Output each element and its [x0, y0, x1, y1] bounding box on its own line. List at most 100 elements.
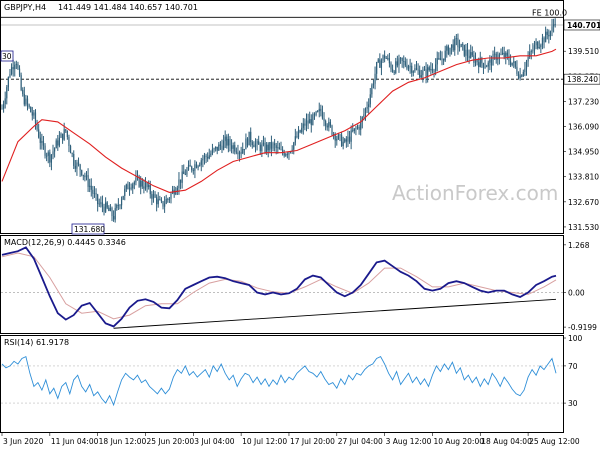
candle-body — [250, 131, 252, 143]
candle-body — [342, 141, 344, 147]
candle-body — [361, 117, 363, 122]
candle-body — [321, 111, 324, 119]
candle-body — [85, 175, 88, 178]
candle-body — [315, 111, 317, 115]
rsi-line — [1, 355, 557, 407]
candle-body — [530, 51, 532, 52]
candle-body — [106, 202, 108, 208]
low-label: 131.680 — [74, 225, 105, 234]
candle-body — [431, 68, 434, 71]
candle-body — [447, 46, 449, 54]
candle-body — [143, 186, 145, 189]
candle-body — [288, 152, 290, 155]
candle-body — [183, 171, 185, 174]
candle-body — [532, 50, 534, 52]
candle-body — [345, 139, 347, 142]
candle-body — [36, 123, 38, 130]
candle-body — [399, 57, 402, 59]
candle-body — [240, 152, 242, 154]
candle-body — [44, 145, 46, 156]
x-axis-label: 18 Jun 12:00 — [99, 437, 147, 446]
candle-body — [379, 59, 381, 68]
candle-body — [331, 125, 333, 135]
candle-body — [514, 61, 516, 67]
candle-body — [553, 24, 555, 27]
candle-body — [208, 155, 210, 159]
candle-body — [470, 52, 472, 59]
candle-body — [387, 58, 389, 59]
candle-body — [463, 44, 465, 56]
candle-body — [489, 59, 491, 63]
price-axis-label: 132.670 — [568, 198, 599, 207]
candle-body — [521, 75, 523, 77]
candle-body — [450, 44, 453, 48]
candle-body — [407, 66, 410, 69]
price-axis-label: 137.230 — [568, 97, 599, 106]
candle-body — [360, 121, 362, 130]
candle-body — [427, 67, 429, 77]
candle-body — [128, 187, 131, 190]
candle-body — [417, 69, 419, 71]
candle-body — [230, 145, 233, 149]
candle-body — [141, 180, 143, 187]
candle-body — [151, 194, 153, 199]
candle-body — [454, 38, 456, 51]
macd-panel-frame — [0, 235, 564, 334]
candle-body — [178, 179, 180, 189]
candle-body — [371, 85, 373, 95]
ohlc-readout: 141.449 141.484 140.657 140.701 — [58, 3, 198, 12]
candle-body — [546, 31, 548, 35]
candle-body — [296, 136, 298, 138]
candle-body — [30, 107, 32, 113]
candle-body — [101, 202, 104, 207]
candle-body — [90, 185, 92, 190]
candle-body — [132, 184, 134, 189]
price-layer: FE 100.0 131.680 30 — [0, 8, 567, 235]
x-axis-label: 17 Jul 20:00 — [290, 437, 335, 446]
candle-body — [486, 66, 488, 68]
candle-body — [404, 61, 406, 66]
candle-body — [479, 57, 481, 67]
candle-body — [376, 62, 378, 74]
candle-body — [54, 148, 56, 152]
candle-body — [248, 131, 250, 146]
candle-body — [215, 146, 217, 149]
candle-body — [68, 137, 70, 147]
candle-body — [160, 199, 163, 202]
current-price-box — [563, 19, 600, 31]
macd-axis-label: 1.268 — [568, 241, 590, 250]
candle-body — [458, 46, 461, 48]
candle-body — [25, 98, 27, 105]
candle-body — [554, 24, 556, 25]
candle-body — [285, 154, 287, 156]
candle-body — [135, 177, 137, 183]
candle-body — [364, 108, 367, 115]
x-axis-label: 25 Aug 12:00 — [529, 437, 580, 446]
candle-body — [340, 134, 343, 147]
candle-body — [444, 50, 446, 61]
candle-body — [527, 57, 529, 62]
candle-body — [148, 185, 150, 188]
candle-body — [219, 144, 222, 146]
candle-body — [505, 52, 507, 58]
candle-body — [503, 52, 505, 58]
candle-body — [146, 182, 148, 188]
candle-body — [50, 154, 53, 163]
candle-body — [487, 62, 489, 67]
candle-body — [203, 155, 206, 159]
rsi-axis-label: 70 — [568, 362, 578, 371]
candle-body — [235, 151, 237, 153]
candle-body — [396, 61, 398, 66]
candle-body — [18, 68, 21, 76]
candle-body — [541, 37, 544, 46]
candle-body — [436, 58, 438, 65]
candle-body — [423, 69, 426, 71]
candle-body — [97, 194, 99, 205]
candle-body — [516, 66, 518, 74]
candle-body — [309, 119, 311, 124]
candle-body — [277, 147, 279, 149]
candle-body — [443, 58, 445, 61]
candle-body — [57, 140, 59, 146]
candle-body — [213, 148, 215, 150]
